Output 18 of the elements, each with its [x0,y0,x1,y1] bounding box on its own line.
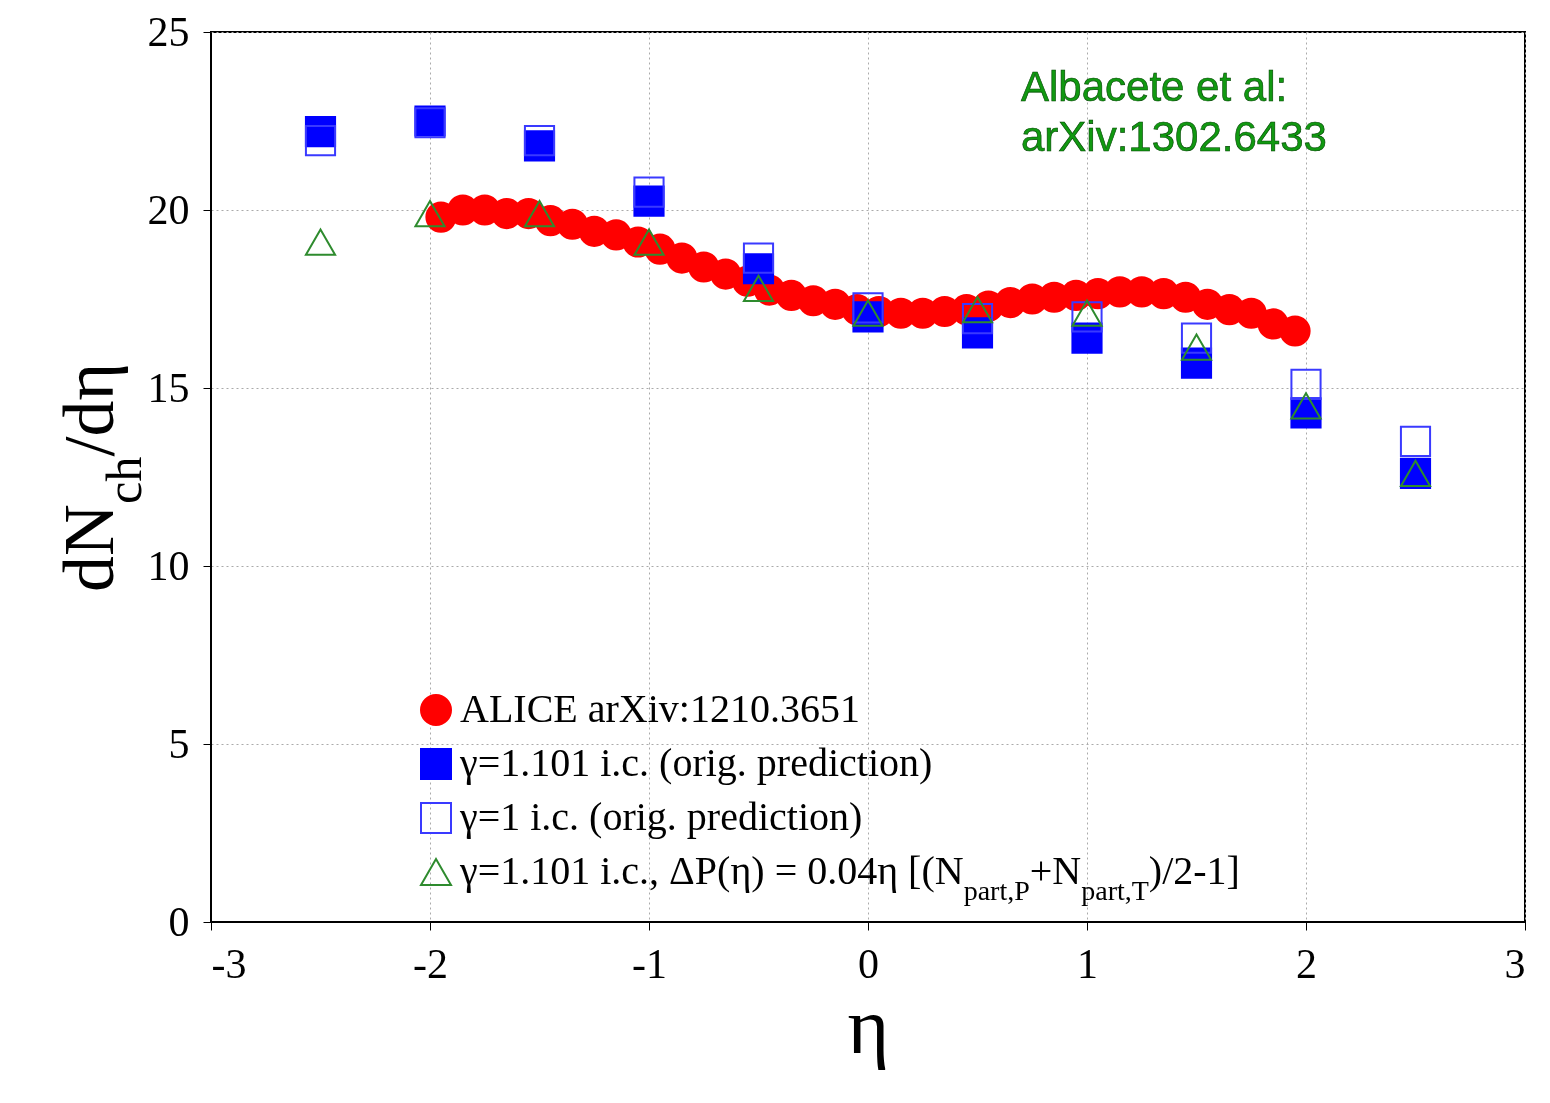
x-tick-label: 2 [1296,940,1317,987]
legend-label: γ=1.101 i.c., ΔP(η) = 0.04η [(N$_{part,P}$+N$_{part,T}$)/2-1] [459,848,1240,906]
y-tick-label: 10 [147,542,190,589]
x-tick-label: 1 [1077,940,1098,987]
x-tick-label: 3 [1504,940,1526,987]
y-tick-label: 0 [168,898,190,945]
x-tick-label: -2 [413,940,448,987]
legend-label: ALICE arXiv:1210.3651 [460,686,860,731]
x-tick-label: -3 [211,940,247,987]
annotation: arXiv:1302.6433 [1021,113,1327,160]
y-tick-label: 25 [147,8,190,55]
x-tick-label: -1 [632,940,667,987]
legend-label: γ=1.101 i.c. (orig. prediction) [459,740,933,785]
annotation: Albacete et al: [1021,63,1288,110]
y-tick-label: 15 [147,364,190,411]
y-tick-label: 20 [147,186,190,233]
y-tick-label: 5 [168,720,190,767]
legend-label: γ=1 i.c. (orig. prediction) [459,794,863,839]
